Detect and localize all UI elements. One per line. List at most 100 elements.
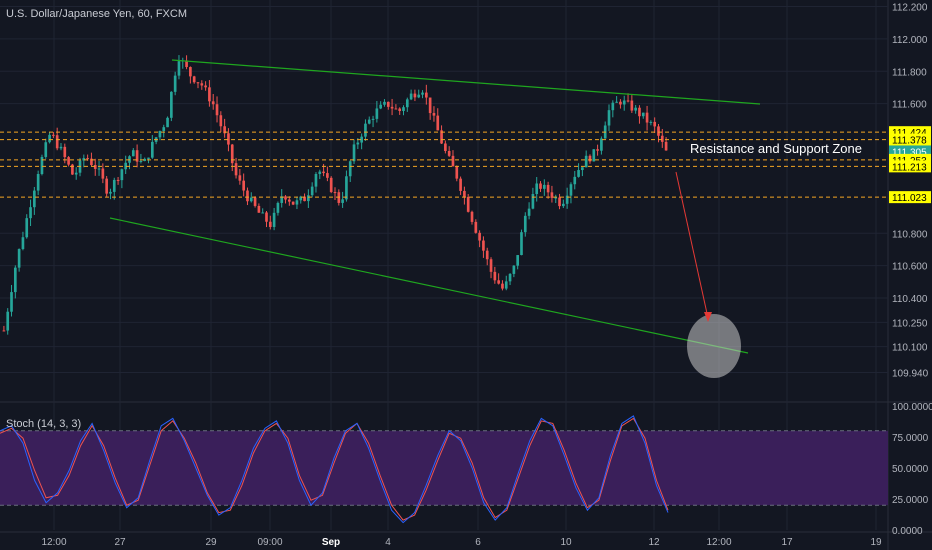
candle-body xyxy=(177,61,181,76)
candle-body xyxy=(531,194,535,209)
candle-body xyxy=(622,100,626,105)
candle-body xyxy=(611,102,615,111)
candle-body xyxy=(432,113,436,116)
candle-body xyxy=(348,161,352,177)
stochastic-label: Stoch (14, 3, 3) xyxy=(6,418,82,430)
candle-body xyxy=(135,150,139,162)
candle-body xyxy=(33,190,36,208)
candle-body xyxy=(249,197,253,202)
candle-body xyxy=(326,173,329,178)
candle-body xyxy=(565,195,569,204)
y-tick-label: 110.250 xyxy=(892,318,928,329)
x-tick-label: 10 xyxy=(560,537,572,548)
price-badge-label: 111.305 xyxy=(892,147,927,158)
price-badge-label: 111.378 xyxy=(892,136,927,147)
candle-body xyxy=(516,255,520,266)
candle-body xyxy=(82,158,86,161)
candle-body xyxy=(67,157,70,165)
candle-body xyxy=(211,101,215,105)
candle-body xyxy=(189,67,192,77)
candle-body xyxy=(185,60,188,68)
candle-body xyxy=(280,196,284,203)
candle-body xyxy=(116,179,120,181)
candle-body xyxy=(97,168,101,170)
candle-body xyxy=(44,142,48,157)
candle-body xyxy=(299,196,303,201)
candle-body xyxy=(428,97,432,114)
stoch-tick-label: 100.0000 xyxy=(892,402,932,413)
candle-body xyxy=(482,240,485,251)
candle-body xyxy=(173,75,177,92)
candle-body xyxy=(455,166,459,179)
candle-body xyxy=(478,232,481,241)
candle-body xyxy=(200,83,204,86)
candle-body xyxy=(508,273,512,282)
candle-body xyxy=(664,141,668,151)
candle-body xyxy=(512,265,516,274)
candle-body xyxy=(40,156,44,174)
candle-body xyxy=(265,212,268,222)
candle-body xyxy=(48,134,51,143)
candle-body xyxy=(120,169,124,181)
candle-body xyxy=(535,183,539,195)
price-badge xyxy=(889,191,931,204)
candle-body xyxy=(463,190,466,197)
candle-body xyxy=(584,155,588,168)
candle-body xyxy=(322,171,325,174)
x-tick-label: 12:00 xyxy=(706,537,731,548)
candle-body xyxy=(208,87,211,102)
candle-body xyxy=(542,184,546,189)
candle-body xyxy=(242,180,245,191)
candle-body xyxy=(74,172,78,175)
candle-body xyxy=(215,104,219,116)
candle-body xyxy=(581,167,584,171)
candle-body xyxy=(364,123,367,137)
candle-body xyxy=(158,131,162,138)
stoch-tick-label: 50.0000 xyxy=(892,464,929,475)
price-badge xyxy=(889,133,931,146)
x-tick-label: 12 xyxy=(648,537,660,548)
candle-body xyxy=(109,191,112,194)
candle-body xyxy=(29,207,32,219)
candle-body xyxy=(55,135,59,149)
x-tick-label: 4 xyxy=(385,537,391,548)
candle-body xyxy=(105,178,108,194)
candle-body xyxy=(592,149,596,162)
candle-body xyxy=(93,164,97,169)
candle-body xyxy=(291,201,295,205)
y-tick-label: 110.600 xyxy=(892,262,928,273)
candle-body xyxy=(386,101,390,107)
candle-body xyxy=(421,92,424,95)
price-badge-label: 111.023 xyxy=(892,193,927,204)
y-tick-label: 109.940 xyxy=(892,369,929,380)
x-tick-label: 27 xyxy=(114,537,126,548)
candle-body xyxy=(459,178,462,191)
stoch-d-line xyxy=(0,417,669,521)
candle-body xyxy=(341,199,344,203)
candle-body xyxy=(375,108,379,119)
stoch-tick-label: 0.0000 xyxy=(892,526,923,537)
price-badge xyxy=(889,160,931,173)
zone-annotation: Resistance and Support Zone xyxy=(690,141,862,156)
x-tick-label: 6 xyxy=(475,537,481,548)
candle-body xyxy=(143,158,147,161)
x-tick-label: 17 xyxy=(781,537,793,548)
y-tick-label: 110.800 xyxy=(892,229,928,240)
y-tick-label: 111.800 xyxy=(892,67,927,78)
candle-body xyxy=(451,155,455,167)
candle-body xyxy=(474,221,478,233)
candle-body xyxy=(333,192,337,194)
stoch-k-line xyxy=(0,415,669,524)
candle-body xyxy=(36,173,40,191)
candle-body xyxy=(577,170,580,177)
candle-body xyxy=(405,99,409,108)
candle-body xyxy=(569,184,573,196)
y-tick-label: 110.400 xyxy=(892,294,928,305)
candle-body xyxy=(550,192,554,198)
candle-body xyxy=(546,184,550,193)
candle-body xyxy=(470,211,474,222)
candle-body xyxy=(657,126,660,136)
candle-body xyxy=(626,100,630,102)
candle-body xyxy=(425,92,428,98)
